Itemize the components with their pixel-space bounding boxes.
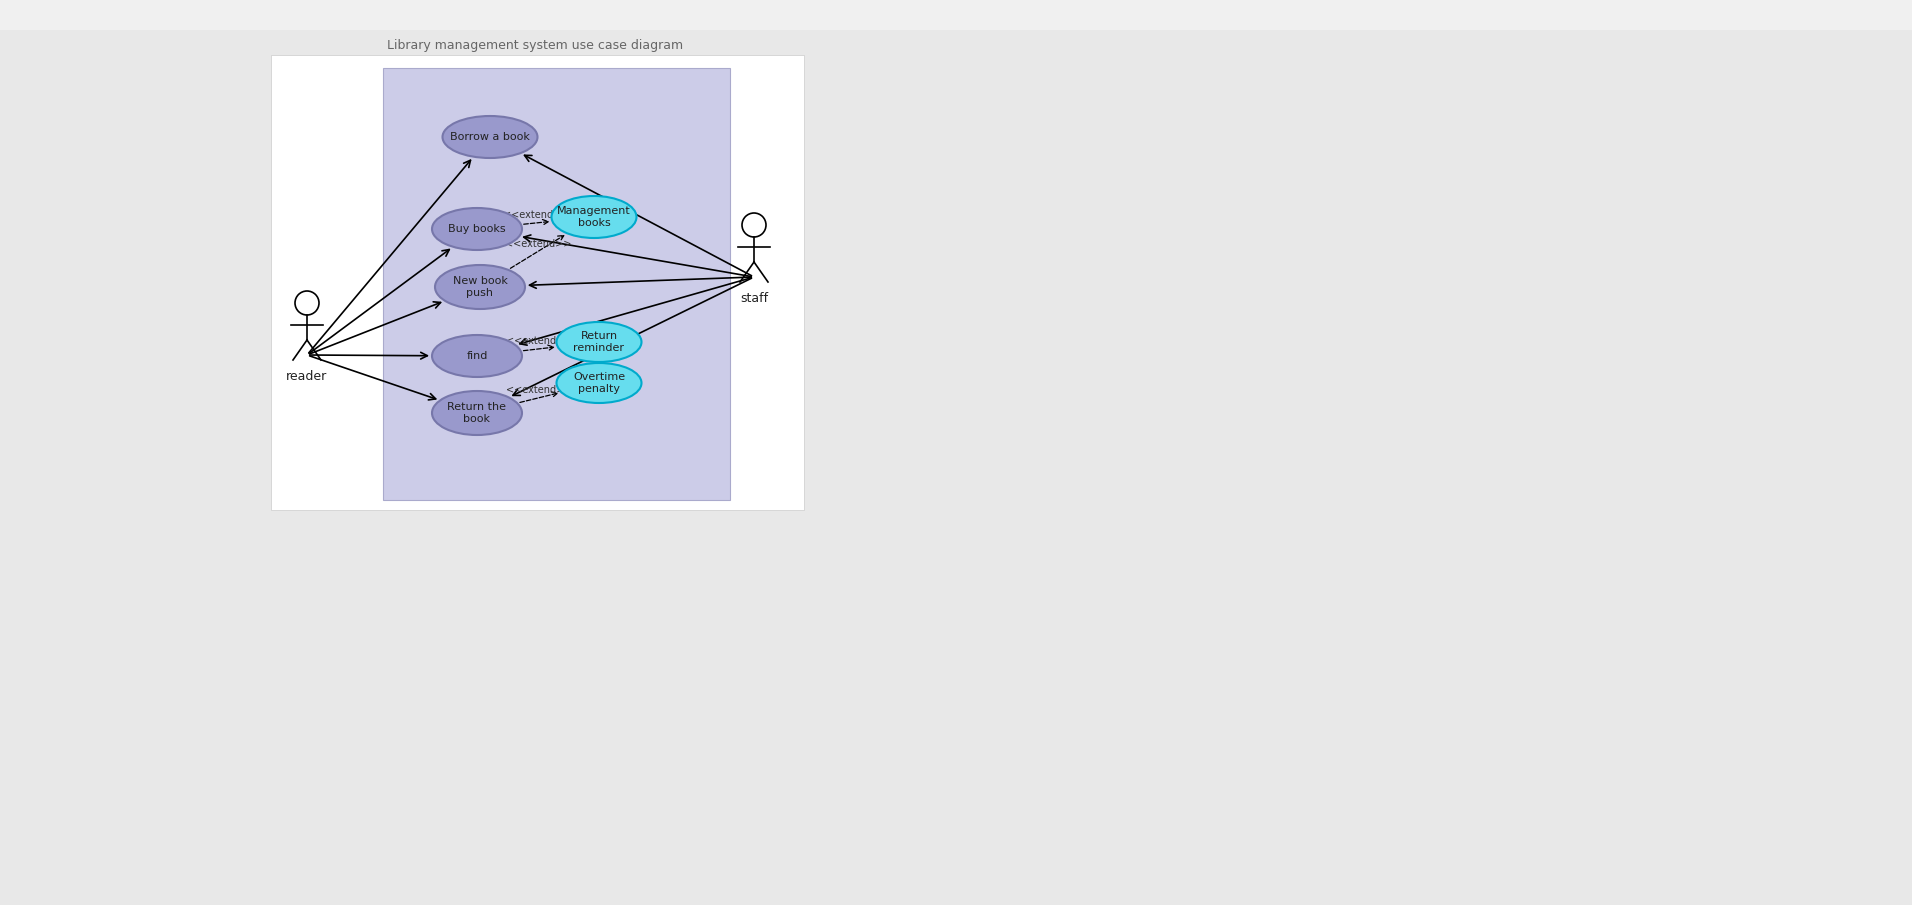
Text: Overtime
penalty: Overtime penalty	[574, 372, 625, 394]
Ellipse shape	[432, 335, 522, 377]
Ellipse shape	[432, 208, 522, 250]
Circle shape	[294, 291, 319, 315]
Ellipse shape	[556, 363, 642, 403]
Text: Library management system use case diagram: Library management system use case diagr…	[386, 40, 683, 52]
Text: reader: reader	[287, 370, 327, 383]
Text: Buy books: Buy books	[447, 224, 507, 234]
Ellipse shape	[551, 196, 637, 238]
Text: Management
books: Management books	[556, 206, 631, 228]
Ellipse shape	[556, 322, 642, 362]
Bar	[382, 68, 730, 500]
Bar	[0, 0, 1912, 30]
Text: <<extend>>: <<extend>>	[503, 210, 570, 220]
Text: New book
push: New book push	[453, 276, 507, 298]
Bar	[272, 55, 805, 510]
Text: staff: staff	[740, 292, 769, 305]
Text: <<extend>>: <<extend>>	[507, 336, 572, 346]
Text: find: find	[467, 351, 488, 361]
Text: Return
reminder: Return reminder	[574, 331, 625, 353]
Text: Borrow a book: Borrow a book	[449, 132, 530, 142]
Ellipse shape	[432, 391, 522, 435]
Text: <<extend>>: <<extend>>	[505, 239, 572, 249]
Ellipse shape	[442, 116, 537, 158]
Text: <<extend>>: <<extend>>	[507, 385, 572, 395]
Circle shape	[742, 213, 767, 237]
Ellipse shape	[436, 265, 526, 309]
Text: Return the
book: Return the book	[447, 402, 507, 424]
